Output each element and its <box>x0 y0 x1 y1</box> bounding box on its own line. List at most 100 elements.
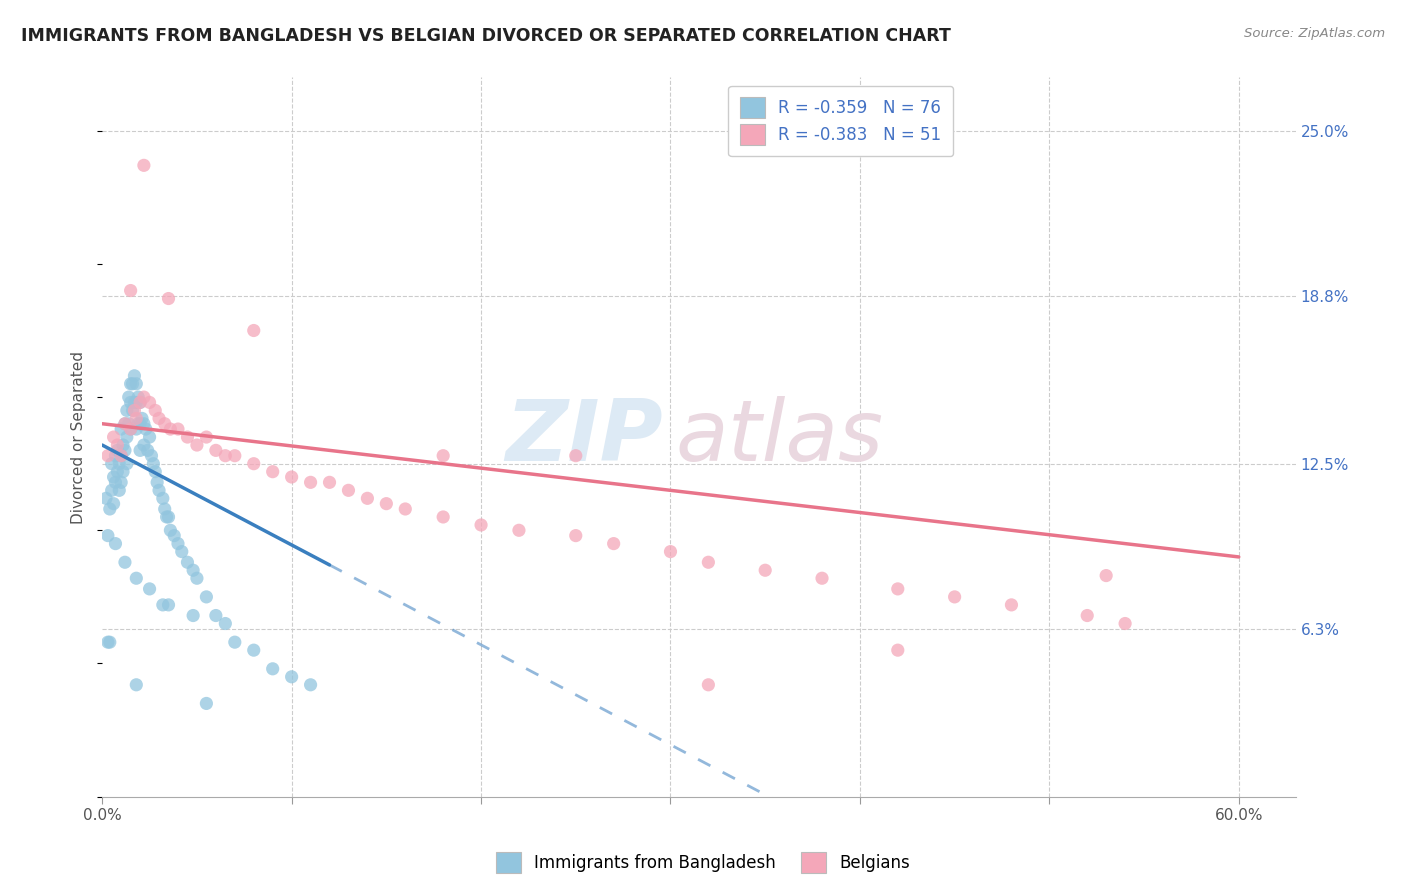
Point <box>156 510 179 524</box>
Point <box>186 438 208 452</box>
Point <box>125 678 148 692</box>
Legend: R = -0.359   N = 76, R = -0.383   N = 51: R = -0.359 N = 76, R = -0.383 N = 51 <box>728 86 953 156</box>
Point <box>262 662 284 676</box>
Text: Source: ZipAtlas.com: Source: ZipAtlas.com <box>1244 27 1385 40</box>
Point <box>136 443 159 458</box>
Point <box>887 582 910 596</box>
Point <box>262 465 284 479</box>
Point <box>697 678 720 692</box>
Point <box>195 430 218 444</box>
Point <box>108 457 131 471</box>
Point <box>127 390 149 404</box>
Point <box>242 643 264 657</box>
Point <box>138 582 160 596</box>
Point <box>176 555 198 569</box>
Point <box>337 483 360 498</box>
Point <box>125 376 148 391</box>
Point <box>1114 616 1136 631</box>
Point <box>754 563 776 577</box>
Point <box>242 457 264 471</box>
Point <box>205 443 228 458</box>
Point <box>129 417 152 431</box>
Point <box>280 670 302 684</box>
Point <box>132 417 155 431</box>
Point <box>115 430 138 444</box>
Legend: Immigrants from Bangladesh, Belgians: Immigrants from Bangladesh, Belgians <box>489 846 917 880</box>
Point <box>142 457 165 471</box>
Point <box>356 491 378 506</box>
Point <box>110 449 132 463</box>
Point <box>110 422 132 436</box>
Point <box>104 475 127 490</box>
Point <box>129 395 152 409</box>
Point <box>114 555 136 569</box>
Point <box>115 403 138 417</box>
Point <box>110 449 132 463</box>
Point <box>508 523 530 537</box>
Point <box>110 475 132 490</box>
Point <box>394 502 416 516</box>
Point <box>205 608 228 623</box>
Point <box>112 465 135 479</box>
Point <box>280 470 302 484</box>
Point <box>157 292 180 306</box>
Point <box>104 449 127 463</box>
Point <box>148 483 170 498</box>
Point <box>125 422 148 436</box>
Point <box>129 395 152 409</box>
Point <box>97 635 120 649</box>
Point <box>157 598 180 612</box>
Point <box>163 528 186 542</box>
Point <box>132 390 155 404</box>
Point <box>214 616 236 631</box>
Point <box>299 678 322 692</box>
Text: ZIP: ZIP <box>506 395 664 478</box>
Point <box>120 284 142 298</box>
Point <box>105 465 128 479</box>
Point <box>159 523 181 537</box>
Point <box>103 470 125 484</box>
Point <box>602 536 624 550</box>
Point <box>148 411 170 425</box>
Point <box>159 422 181 436</box>
Point <box>181 563 204 577</box>
Point <box>146 475 169 490</box>
Point <box>97 449 120 463</box>
Point <box>167 536 190 550</box>
Point <box>170 544 193 558</box>
Point <box>124 368 146 383</box>
Point <box>118 390 141 404</box>
Point <box>167 422 190 436</box>
Point <box>299 475 322 490</box>
Point <box>153 502 176 516</box>
Point <box>195 590 218 604</box>
Point <box>470 518 492 533</box>
Point <box>811 571 834 585</box>
Point <box>124 395 146 409</box>
Point <box>152 598 174 612</box>
Point <box>125 571 148 585</box>
Point <box>157 510 180 524</box>
Point <box>115 457 138 471</box>
Point <box>565 528 588 542</box>
Point <box>98 635 121 649</box>
Point <box>104 536 127 550</box>
Point <box>887 643 910 657</box>
Point <box>659 544 682 558</box>
Y-axis label: Divorced or Separated: Divorced or Separated <box>72 351 86 524</box>
Point <box>143 465 166 479</box>
Point <box>943 590 966 604</box>
Point <box>214 449 236 463</box>
Point <box>135 422 157 436</box>
Point <box>132 438 155 452</box>
Point <box>242 324 264 338</box>
Point <box>565 449 588 463</box>
Point <box>1076 608 1098 623</box>
Point <box>697 555 720 569</box>
Point <box>121 403 143 417</box>
Point <box>224 635 246 649</box>
Point <box>195 697 218 711</box>
Point <box>152 491 174 506</box>
Point <box>1000 598 1022 612</box>
Point <box>1095 568 1118 582</box>
